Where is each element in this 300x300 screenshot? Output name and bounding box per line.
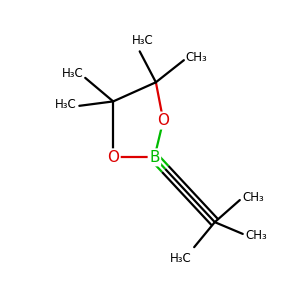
Text: H₃C: H₃C [169, 252, 191, 265]
Text: H₃C: H₃C [132, 34, 154, 47]
Text: CH₃: CH₃ [246, 229, 267, 242]
Text: O: O [107, 150, 119, 165]
Text: CH₃: CH₃ [185, 51, 207, 64]
Text: H₃C: H₃C [55, 98, 76, 111]
Text: H₃C: H₃C [62, 67, 84, 80]
Text: CH₃: CH₃ [243, 190, 265, 204]
Text: O: O [157, 113, 169, 128]
Text: B: B [149, 150, 160, 165]
